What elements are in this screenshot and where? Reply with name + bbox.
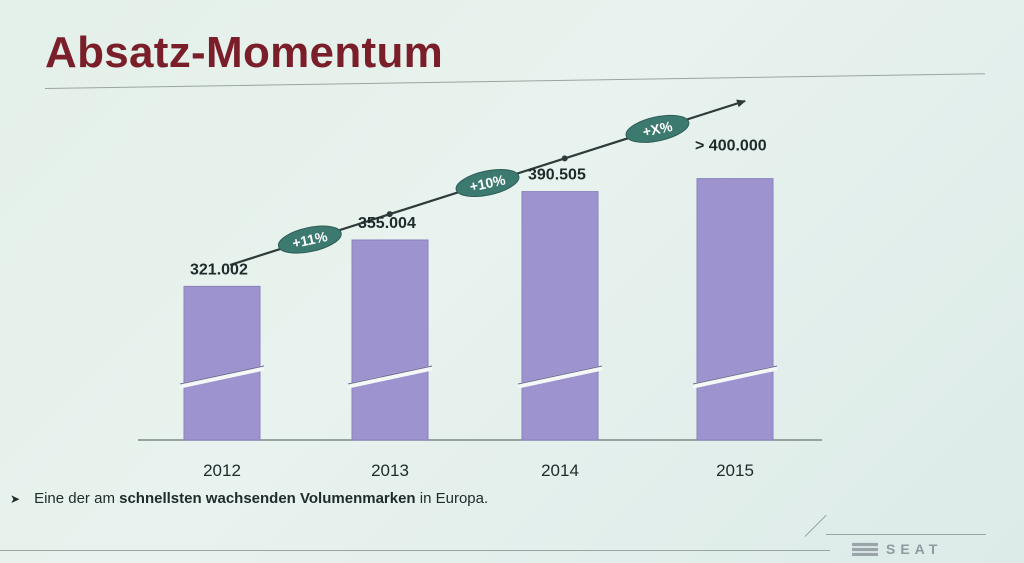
bullet-text-bold: schnellsten wachsenden Volumenmarken <box>119 490 416 507</box>
axis-break-mark <box>347 365 433 389</box>
axis-break-mark <box>517 365 603 389</box>
bar-2014 <box>521 191 599 441</box>
axis-break-edge <box>692 365 778 385</box>
footer-divider-right <box>826 534 986 535</box>
axis-break-mark <box>179 365 265 389</box>
brand-logo: SEAT <box>852 541 942 557</box>
value-label: 390.505 <box>528 167 586 184</box>
growth-badge <box>625 114 690 143</box>
value-label: > 400.000 <box>695 138 767 155</box>
growth-label: +X% <box>641 118 674 140</box>
x-tick-label: 2014 <box>541 461 579 480</box>
bullet-text-suffix: in Europa. <box>415 490 489 507</box>
trend-dot <box>561 155 568 162</box>
trend-dot <box>386 211 393 218</box>
x-tick-label: 2012 <box>203 461 241 480</box>
bullet-note: ➤ Eine der am schnellsten wachsenden Volu… <box>10 490 488 507</box>
axis-break-mark <box>692 365 778 389</box>
bar-2015 <box>696 178 774 441</box>
bar-2013 <box>351 239 429 441</box>
growth-label: +10% <box>468 171 507 194</box>
bullet-arrow-icon: ➤ <box>10 492 21 506</box>
value-label: 355.004 <box>358 215 416 232</box>
seat-logo-icon <box>852 542 878 556</box>
value-label: 321.002 <box>190 261 248 278</box>
bar-2012 <box>183 285 261 441</box>
footer-divider <box>0 550 830 551</box>
bullet-text-prefix: Eine der am <box>34 490 120 507</box>
axis-break-edge <box>347 365 433 385</box>
growth-badge <box>277 225 342 254</box>
x-tick-label: 2013 <box>371 461 409 480</box>
slide-title: Absatz-Momentum <box>45 28 444 77</box>
x-tick-label: 2015 <box>716 461 754 480</box>
axis-break-edge <box>517 365 603 385</box>
growth-badge <box>455 169 520 197</box>
growth-label: +11% <box>291 228 330 251</box>
brand-name: SEAT <box>886 541 943 557</box>
axis-break-edge <box>179 365 265 385</box>
